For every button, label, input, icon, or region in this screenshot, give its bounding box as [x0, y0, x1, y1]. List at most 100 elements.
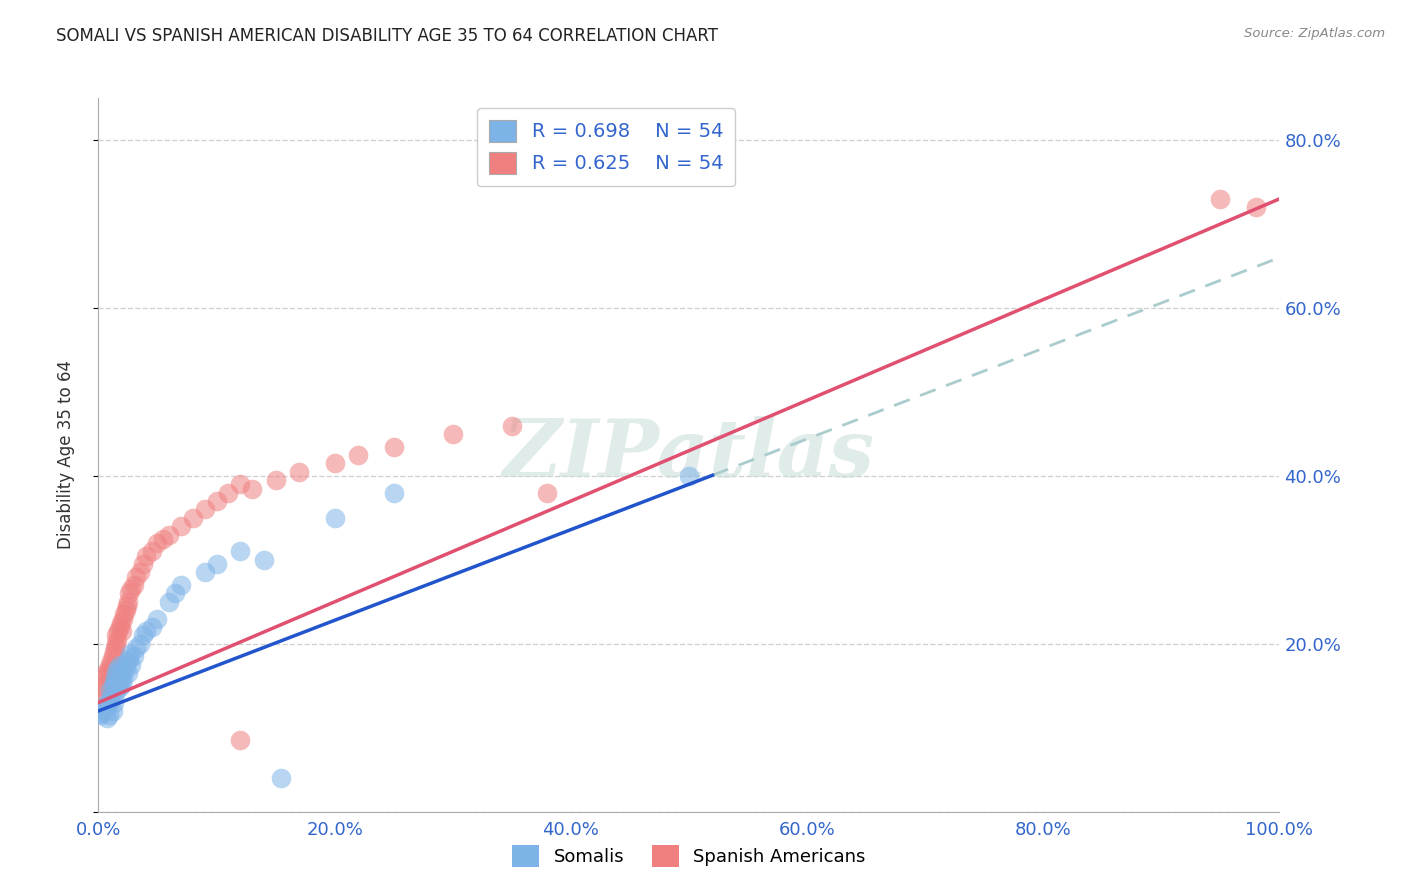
Point [118, 652, 141, 666]
Point [97, 698, 120, 712]
Point [270, 771, 292, 785]
Point [122, 649, 145, 664]
Point [441, 426, 464, 441]
Point [536, 485, 558, 500]
Point [323, 456, 346, 470]
Point [100, 689, 122, 703]
Point [229, 733, 252, 747]
Point [91, 679, 114, 693]
Point [104, 670, 127, 684]
Point [103, 645, 125, 659]
Point [323, 511, 346, 525]
Point [105, 679, 128, 693]
Point [121, 657, 143, 672]
Point [112, 607, 135, 622]
Point [165, 586, 187, 600]
Point [114, 660, 136, 674]
Point [170, 578, 193, 592]
Point [98, 666, 121, 681]
Point [141, 544, 163, 558]
Point [125, 640, 148, 655]
Point [100, 654, 122, 668]
Point [120, 647, 142, 661]
Point [91, 704, 114, 718]
Point [104, 640, 127, 655]
Point [112, 672, 135, 686]
Point [96, 711, 118, 725]
Point [90, 691, 112, 706]
Point [104, 687, 127, 701]
Point [264, 473, 287, 487]
Point [101, 704, 124, 718]
Point [114, 603, 136, 617]
Point [132, 557, 155, 571]
Point [98, 683, 121, 698]
Point [135, 549, 157, 563]
Point [128, 637, 150, 651]
Point [105, 683, 128, 698]
Y-axis label: Disability Age 35 to 64: Disability Age 35 to 64 [56, 360, 75, 549]
Point [115, 599, 138, 613]
Point [253, 553, 276, 567]
Point [98, 694, 121, 708]
Point [110, 615, 132, 630]
Point [157, 595, 180, 609]
Point [194, 566, 217, 580]
Point [205, 494, 228, 508]
Point [98, 657, 121, 672]
Point [93, 702, 115, 716]
Point [94, 666, 117, 681]
Point [91, 683, 114, 698]
Point [96, 674, 118, 689]
Point [382, 485, 405, 500]
Point [105, 662, 128, 676]
Point [152, 532, 174, 546]
Point [132, 628, 155, 642]
Point [105, 637, 128, 651]
Point [288, 465, 311, 479]
Point [112, 612, 135, 626]
Point [105, 666, 128, 681]
Point [1244, 200, 1267, 214]
Point [110, 670, 132, 684]
Legend: Somalis, Spanish Americans: Somalis, Spanish Americans [505, 838, 873, 874]
Point [115, 655, 138, 669]
Point [118, 586, 141, 600]
Point [240, 482, 263, 496]
Point [678, 469, 700, 483]
Point [98, 708, 121, 723]
Point [108, 657, 131, 672]
Point [101, 679, 124, 693]
Point [105, 628, 128, 642]
Point [117, 666, 139, 681]
Text: SOMALI VS SPANISH AMERICAN DISABILITY AGE 35 TO 64 CORRELATION CHART: SOMALI VS SPANISH AMERICAN DISABILITY AG… [56, 27, 718, 45]
Point [382, 440, 405, 454]
Point [146, 536, 169, 550]
Point [194, 502, 217, 516]
Point [1209, 192, 1232, 206]
Point [96, 696, 118, 710]
Point [146, 612, 169, 626]
Point [501, 418, 523, 433]
Point [229, 477, 252, 491]
Point [94, 699, 117, 714]
Point [122, 578, 145, 592]
Point [97, 662, 120, 676]
Point [111, 624, 134, 639]
Point [103, 696, 125, 710]
Point [128, 566, 150, 580]
Point [229, 544, 252, 558]
Point [135, 624, 157, 639]
Text: Source: ZipAtlas.com: Source: ZipAtlas.com [1244, 27, 1385, 40]
Point [125, 569, 148, 583]
Point [111, 677, 134, 691]
Point [112, 664, 135, 678]
Point [347, 448, 370, 462]
Point [217, 485, 239, 500]
Point [108, 620, 131, 634]
Point [91, 706, 114, 720]
Point [101, 649, 124, 664]
Point [117, 595, 139, 609]
Point [181, 511, 204, 525]
Point [205, 557, 228, 571]
